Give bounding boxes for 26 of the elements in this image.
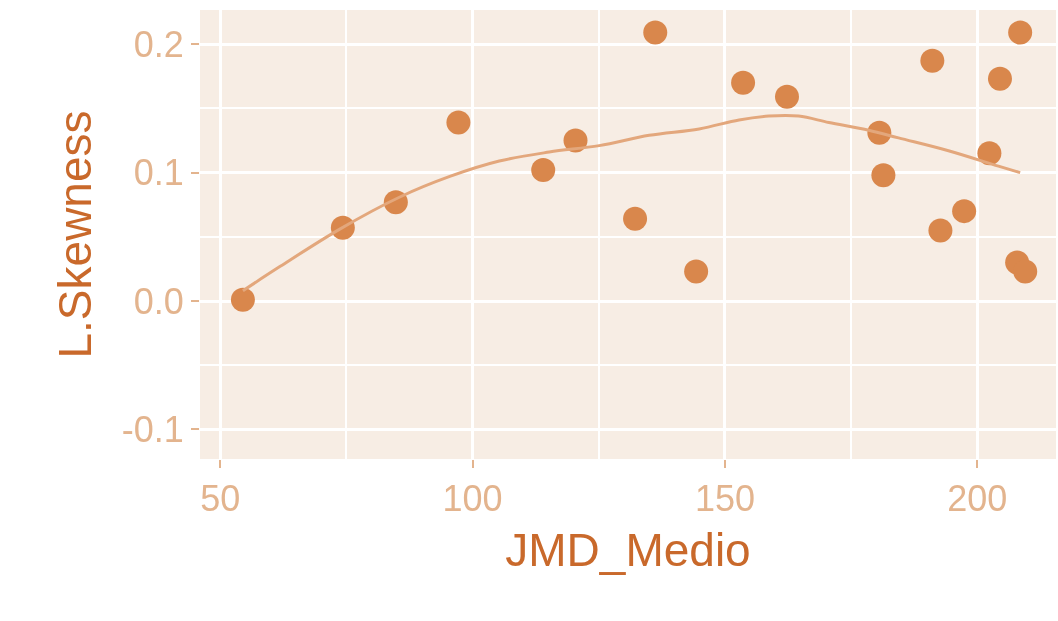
y-tick-label: -0.1 (121, 409, 184, 451)
point (952, 199, 977, 224)
point (643, 20, 668, 45)
y-tick-label: 0.1 (133, 152, 184, 194)
x-axis-title: JMD_Medio (505, 523, 751, 576)
point (1008, 20, 1033, 45)
point (230, 287, 255, 312)
x-tick-label: 50 (200, 478, 241, 520)
y-tick-label: 0.0 (133, 280, 184, 322)
x-tick-label: 100 (442, 478, 503, 520)
point (775, 84, 799, 109)
point (684, 259, 709, 284)
point (731, 70, 756, 95)
point (623, 206, 648, 231)
point (446, 110, 471, 135)
y-axis-title: L.Skewness (49, 110, 102, 359)
point (987, 66, 1012, 91)
x-tick-label: 150 (694, 478, 755, 520)
x-tick-label: 200 (947, 478, 1008, 520)
point (977, 141, 1002, 166)
y-tick-label: 0.2 (133, 23, 184, 65)
point (920, 48, 945, 73)
point (531, 158, 556, 183)
point (871, 163, 896, 188)
point (928, 218, 953, 243)
point (1013, 259, 1038, 284)
